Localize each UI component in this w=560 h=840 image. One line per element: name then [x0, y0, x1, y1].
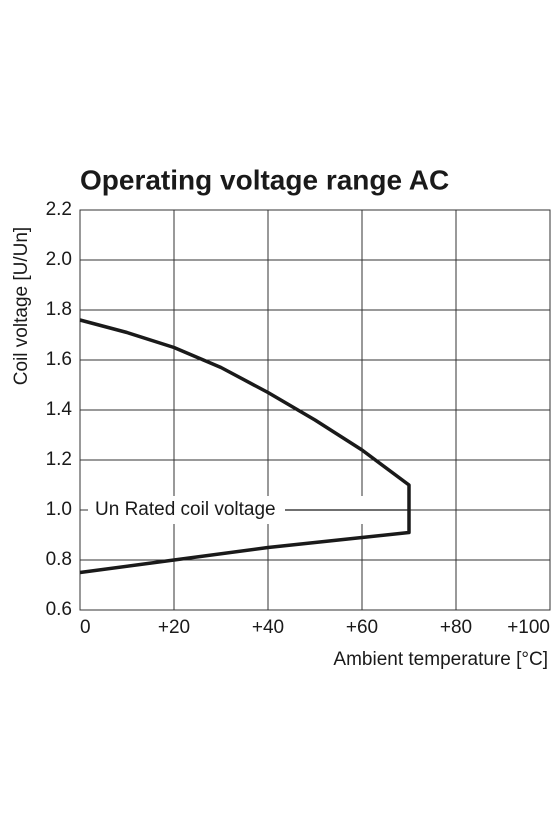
- x-tick-label: +40: [252, 617, 284, 638]
- y-tick-label: 2.0: [46, 249, 72, 270]
- y-tick-label: 1.6: [46, 349, 72, 370]
- x-tick-label: +20: [158, 617, 190, 638]
- annotation-text: Un Rated coil voltage: [95, 499, 276, 520]
- y-tick-label: 1.8: [46, 299, 72, 320]
- plot-frame: [79, 209, 551, 611]
- chart-title: Operating voltage range AC: [80, 164, 449, 195]
- x-tick-label: 0: [80, 617, 91, 638]
- y-tick-label: 0.6: [46, 599, 72, 620]
- y-tick-label: 1.0: [46, 499, 72, 520]
- y-tick-label: 1.4: [46, 399, 73, 420]
- x-tick-label: +100: [507, 617, 550, 638]
- curve: [79, 318, 411, 575]
- x-tick-label: +60: [346, 617, 378, 638]
- x-axis-label: Ambient temperature [°C]: [333, 649, 548, 670]
- y-axis-label: Coil voltage [U/Un]: [11, 227, 32, 385]
- x-tick-label: +80: [440, 617, 472, 638]
- y-tick-label: 2.2: [46, 199, 72, 220]
- y-tick-label: 1.2: [46, 449, 72, 470]
- y-tick-label: 0.8: [46, 549, 72, 570]
